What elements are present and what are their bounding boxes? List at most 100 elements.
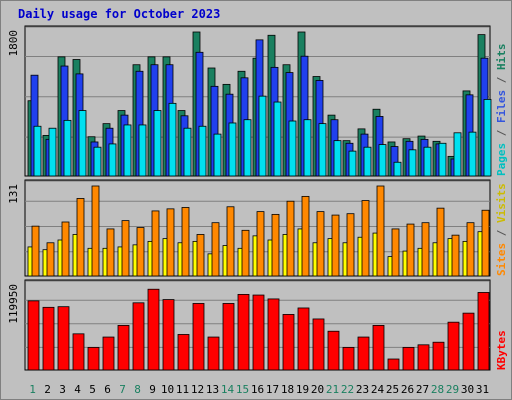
bar-sites-31 xyxy=(481,209,490,277)
x-tick-label-3: 3 xyxy=(59,383,66,396)
bar-kbytes-9 xyxy=(147,288,160,371)
bar-pages-25 xyxy=(393,161,402,177)
x-tick-label-27: 27 xyxy=(416,383,429,396)
bar-kbytes-5 xyxy=(87,346,100,371)
bar-sites-23 xyxy=(361,200,370,277)
bar-pages-4 xyxy=(78,110,87,177)
x-tick-label-7: 7 xyxy=(119,383,126,396)
bar-kbytes-30 xyxy=(462,312,475,371)
x-tick-label-13: 13 xyxy=(206,383,219,396)
bar-kbytes-2 xyxy=(42,306,55,371)
x-tick-label-8: 8 xyxy=(134,383,141,396)
bar-kbytes-7 xyxy=(117,325,130,371)
bar-sites-17 xyxy=(271,213,280,277)
bar-pages-28 xyxy=(438,142,447,177)
bar-kbytes-21 xyxy=(327,330,340,371)
bar-kbytes-27 xyxy=(417,344,430,371)
bar-pages-24 xyxy=(378,144,387,177)
bar-sites-28 xyxy=(436,207,445,277)
bar-pages-30 xyxy=(468,131,477,177)
bar-kbytes-3 xyxy=(57,306,70,371)
side-label-sites-visits: Sites / Visits xyxy=(495,183,508,276)
bar-pages-26 xyxy=(408,149,417,177)
side-label-kbytes: KBytes xyxy=(495,330,508,370)
legend-entry: / xyxy=(495,223,508,243)
bar-kbytes-24 xyxy=(372,325,385,371)
bar-sites-16 xyxy=(256,211,265,277)
bar-kbytes-23 xyxy=(357,336,370,371)
x-tick-label-17: 17 xyxy=(266,383,279,396)
bar-pages-21 xyxy=(333,140,342,177)
bar-pages-9 xyxy=(153,110,162,177)
x-tick-label-21: 21 xyxy=(326,383,339,396)
bar-sites-4 xyxy=(76,198,85,277)
bar-kbytes-22 xyxy=(342,346,355,371)
bar-pages-31 xyxy=(483,99,492,177)
x-tick-label-1: 1 xyxy=(29,383,36,396)
bar-sites-30 xyxy=(466,222,475,277)
legend-entry: Pages xyxy=(495,143,508,176)
bar-kbytes-4 xyxy=(72,333,85,371)
x-tick-label-12: 12 xyxy=(191,383,204,396)
legend-entry: / xyxy=(495,123,508,143)
bar-kbytes-15 xyxy=(237,293,250,371)
x-tick-label-2: 2 xyxy=(44,383,51,396)
y-tick-label: 1800 xyxy=(7,30,20,57)
bar-pages-11 xyxy=(183,127,192,177)
bar-sites-24 xyxy=(376,185,385,277)
bar-pages-29 xyxy=(453,132,462,177)
x-tick-label-16: 16 xyxy=(251,383,264,396)
bar-sites-20 xyxy=(316,211,325,277)
bar-pages-12 xyxy=(198,125,207,177)
bar-kbytes-14 xyxy=(222,303,235,371)
bar-sites-29 xyxy=(451,234,460,277)
bar-pages-2 xyxy=(48,127,57,177)
x-tick-label-4: 4 xyxy=(74,383,81,396)
bar-sites-1 xyxy=(31,225,40,277)
x-tick-label-31: 31 xyxy=(476,383,489,396)
bar-pages-23 xyxy=(363,146,372,177)
bar-pages-20 xyxy=(318,123,327,177)
bar-pages-6 xyxy=(108,143,117,177)
bar-sites-15 xyxy=(241,229,250,277)
bar-kbytes-6 xyxy=(102,336,115,371)
bar-sites-9 xyxy=(151,210,160,277)
bar-sites-8 xyxy=(136,227,145,277)
legend-entry: KBytes xyxy=(495,330,508,370)
bar-kbytes-17 xyxy=(267,298,280,371)
bar-pages-15 xyxy=(243,119,252,177)
side-label-pages-files-hits: Pages / Files / Hits xyxy=(495,44,508,177)
bar-sites-7 xyxy=(121,220,130,277)
y-tick-label: 119950 xyxy=(7,284,20,324)
bar-pages-5 xyxy=(93,146,102,177)
x-tick-label-15: 15 xyxy=(236,383,249,396)
bar-pages-3 xyxy=(63,119,72,177)
bar-pages-1 xyxy=(33,125,42,177)
x-tick-label-6: 6 xyxy=(104,383,111,396)
x-tick-label-9: 9 xyxy=(149,383,156,396)
legend-entry: Hits xyxy=(495,44,508,71)
x-tick-label-5: 5 xyxy=(89,383,96,396)
bar-pages-13 xyxy=(213,133,222,177)
bar-pages-10 xyxy=(168,102,177,177)
x-tick-label-11: 11 xyxy=(176,383,189,396)
legend-entry: Visits xyxy=(495,183,508,223)
bar-sites-19 xyxy=(301,195,310,277)
bar-pages-7 xyxy=(123,124,132,177)
legend-entry: Files xyxy=(495,90,508,123)
bar-sites-11 xyxy=(181,207,190,277)
bar-kbytes-26 xyxy=(402,346,415,371)
x-tick-label-29: 29 xyxy=(446,383,459,396)
bar-pages-27 xyxy=(423,146,432,177)
bar-kbytes-31 xyxy=(477,292,490,371)
bar-sites-22 xyxy=(346,213,355,277)
bar-kbytes-16 xyxy=(252,294,265,371)
bar-kbytes-25 xyxy=(387,358,400,371)
bar-pages-22 xyxy=(348,150,357,177)
x-tick-label-18: 18 xyxy=(281,383,294,396)
bar-sites-25 xyxy=(391,228,400,277)
x-tick-label-25: 25 xyxy=(386,383,399,396)
bar-sites-6 xyxy=(106,228,115,277)
x-tick-label-26: 26 xyxy=(401,383,414,396)
